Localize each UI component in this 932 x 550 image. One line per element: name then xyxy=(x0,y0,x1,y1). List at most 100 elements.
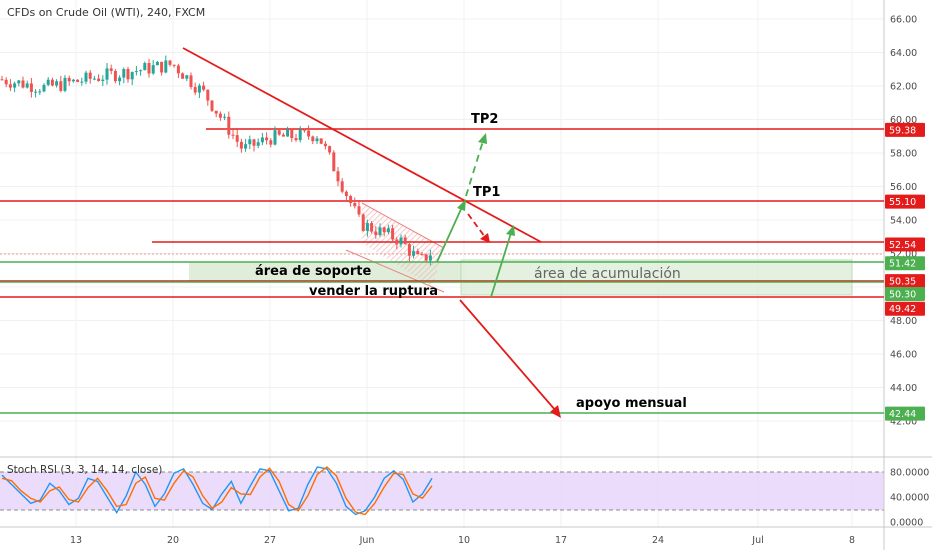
price-tick-label: 48.00 xyxy=(890,316,917,327)
annotation-support-area: área de soporte xyxy=(255,264,371,279)
candle xyxy=(277,129,281,136)
candle xyxy=(164,55,168,74)
candle xyxy=(260,132,264,146)
candle xyxy=(143,61,147,71)
candle xyxy=(391,225,395,243)
candle xyxy=(155,60,159,66)
price-tick-label: 52.00 xyxy=(890,249,917,260)
annotation-monthly-support: apoyo mensual xyxy=(576,396,687,411)
candle xyxy=(332,150,336,172)
time-axis[interactable]: 13 20 27 Jun 10 17 24 Jul 8 xyxy=(70,535,855,546)
stoch-rsi-band-fill xyxy=(0,472,884,510)
candle xyxy=(361,213,365,232)
candles xyxy=(0,55,432,266)
svg-text:52.54: 52.54 xyxy=(889,240,916,251)
candle xyxy=(63,75,67,93)
chart-title[interactable]: CFDs on Crude Oil (WTI), 240, FXCM xyxy=(7,6,205,19)
candle xyxy=(113,69,117,84)
stoch-tick-label: 0.0000 xyxy=(890,518,923,529)
candle xyxy=(130,71,134,86)
candle xyxy=(307,125,311,140)
annotation-sell-breakout: vender la ruptura xyxy=(309,284,438,299)
candle xyxy=(151,60,155,75)
candle xyxy=(256,138,260,149)
falling-channel-lower-line xyxy=(345,249,445,293)
price-tick-label: 42.00 xyxy=(890,417,917,428)
price-tick-label: 62.00 xyxy=(890,82,917,93)
time-tick-label: Jul xyxy=(751,535,763,546)
candle xyxy=(147,58,151,78)
time-tick-label: Jun xyxy=(359,535,375,546)
candle xyxy=(420,251,424,256)
candle xyxy=(92,76,96,81)
price-tick-label: 64.00 xyxy=(890,48,917,59)
candle xyxy=(227,111,231,139)
candle xyxy=(403,235,407,245)
candle xyxy=(134,65,138,76)
time-tick-label: 8 xyxy=(849,535,855,546)
support-area-box xyxy=(189,262,461,282)
candle xyxy=(25,80,29,89)
price-tick-label: 58.00 xyxy=(890,149,917,160)
svg-text:55.10: 55.10 xyxy=(889,197,916,208)
candle xyxy=(185,74,189,82)
candle xyxy=(349,194,353,207)
stoch-rsi-title[interactable]: Stoch RSI (3, 3, 14, 14, close) xyxy=(7,464,162,476)
candle xyxy=(386,224,390,235)
candle xyxy=(357,201,361,217)
candle xyxy=(139,69,143,76)
candle xyxy=(67,75,71,86)
price-badge: 49.42 xyxy=(885,301,925,316)
candle xyxy=(109,64,113,75)
candle xyxy=(189,72,193,90)
svg-text:51.42: 51.42 xyxy=(889,259,916,270)
candle xyxy=(34,89,38,98)
candle xyxy=(118,75,122,86)
stoch-tick-label: 80.0000 xyxy=(890,468,929,479)
candle xyxy=(340,178,344,194)
candle xyxy=(336,166,340,187)
candle xyxy=(210,100,214,112)
price-axis[interactable]: 66.00 64.00 62.00 60.00 58.00 56.00 54.00 52.00… xyxy=(890,15,929,529)
candle xyxy=(206,89,210,106)
svg-text:50.30: 50.30 xyxy=(889,289,916,300)
candle xyxy=(311,135,315,145)
candle xyxy=(88,70,92,84)
price-badge: 59.38 xyxy=(885,122,925,137)
stoch-tick-label: 40.0000 xyxy=(890,493,929,504)
candle xyxy=(323,141,327,150)
candle xyxy=(286,126,290,137)
candle xyxy=(84,70,88,85)
arrow-to-tp2 xyxy=(465,133,487,197)
candle xyxy=(399,234,403,248)
candle xyxy=(101,75,105,87)
price-tick-label: 60.00 xyxy=(890,115,917,126)
candle xyxy=(365,219,369,237)
stoch-d-line xyxy=(1,466,433,516)
price-badge: 55.10 xyxy=(885,194,925,209)
candle xyxy=(122,67,126,84)
candle xyxy=(21,76,25,89)
candle xyxy=(71,78,75,83)
candle xyxy=(424,254,428,263)
candle xyxy=(378,223,382,237)
time-tick-label: 27 xyxy=(264,535,276,546)
svg-text:42.44: 42.44 xyxy=(889,409,916,420)
breakdown-arrow xyxy=(459,299,561,418)
price-tick-label: 56.00 xyxy=(890,182,917,193)
candle xyxy=(29,77,33,98)
svg-text:49.42: 49.42 xyxy=(889,304,916,315)
candle xyxy=(50,77,54,87)
candle xyxy=(416,248,420,255)
candle xyxy=(244,138,248,152)
candle xyxy=(4,77,8,88)
candle xyxy=(17,79,21,87)
candle xyxy=(344,190,348,201)
price-tick-label: 46.00 xyxy=(890,350,917,361)
stoch-rsi-lines xyxy=(1,466,433,516)
candle xyxy=(248,135,252,150)
candle xyxy=(273,126,277,146)
